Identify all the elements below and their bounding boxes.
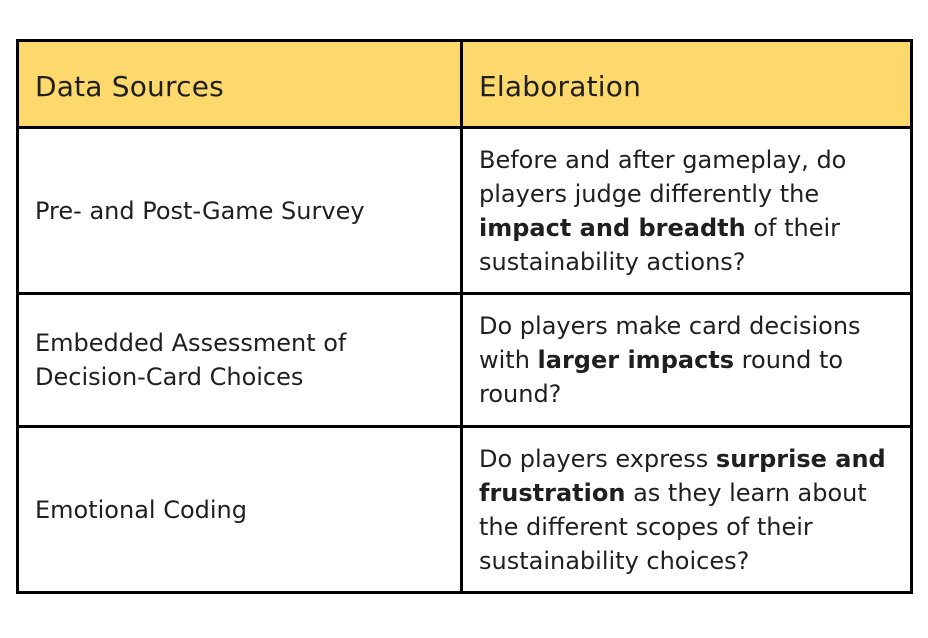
- elaboration-emphasis: surprise and frustration: [479, 444, 886, 507]
- elaboration-text: Do players make card decisions with: [479, 312, 861, 374]
- elaboration-cell: Do players express surprise and frustrat…: [460, 425, 913, 594]
- data-sources-table: Data Sources Elaboration Pre- and Post-G…: [16, 39, 913, 594]
- elaboration-text: round to round?: [479, 346, 844, 408]
- source-cell: Embedded Assessment of Decision-Card Cho…: [16, 292, 463, 428]
- elaboration-text: Do players express: [479, 444, 716, 473]
- table-row: Embedded Assessment of Decision-Card Cho…: [16, 292, 913, 428]
- elaboration-text: Before and after gameplay, do players ju…: [479, 145, 847, 208]
- elaboration-emphasis: larger impacts: [537, 346, 735, 374]
- table-row: Pre- and Post-Game Survey Before and aft…: [16, 126, 913, 295]
- table-row: Emotional Coding Do players express surp…: [16, 425, 913, 594]
- elaboration-text: of their sustainability actions?: [479, 213, 841, 276]
- elaboration-cell: Do players make card decisions with larg…: [460, 292, 913, 428]
- elaboration-cell: Before and after gameplay, do players ju…: [460, 126, 913, 295]
- source-cell: Pre- and Post-Game Survey: [16, 126, 463, 295]
- source-cell: Emotional Coding: [16, 425, 463, 594]
- header-data-sources: Data Sources: [16, 39, 463, 129]
- table-header-row: Data Sources Elaboration: [16, 39, 913, 129]
- elaboration-text: as they learn about the different scopes…: [479, 478, 867, 575]
- elaboration-emphasis: impact and breadth: [479, 213, 746, 242]
- header-elaboration: Elaboration: [460, 39, 913, 129]
